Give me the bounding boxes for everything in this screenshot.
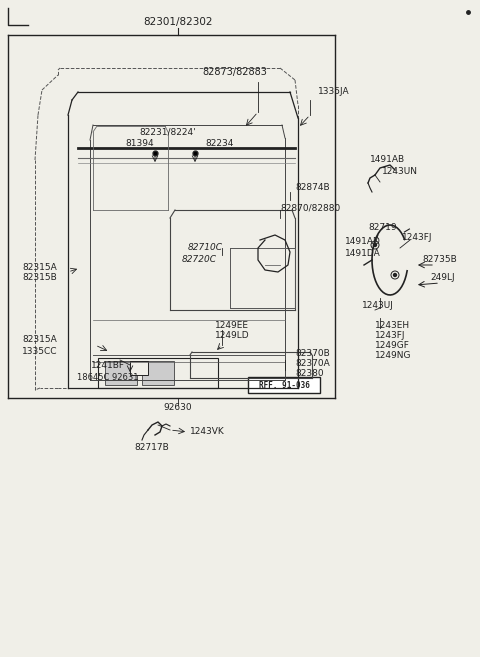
Text: 82735B: 82735B bbox=[422, 256, 457, 265]
Text: 82719: 82719 bbox=[368, 223, 396, 233]
Text: RFF. 91-036: RFF. 91-036 bbox=[259, 380, 310, 390]
Text: 1249LD: 1249LD bbox=[215, 332, 250, 340]
Text: 18645C 92631: 18645C 92631 bbox=[77, 373, 139, 382]
Text: 1241BF: 1241BF bbox=[91, 361, 125, 369]
Text: 1335JA: 1335JA bbox=[318, 87, 349, 97]
Text: 82873/82883: 82873/82883 bbox=[203, 67, 267, 77]
Text: 81394: 81394 bbox=[126, 139, 154, 148]
Text: 1243EH: 1243EH bbox=[375, 321, 410, 330]
Bar bbox=[130, 361, 148, 375]
Text: 1491AD: 1491AD bbox=[345, 237, 381, 246]
Text: 1249EE: 1249EE bbox=[215, 321, 249, 330]
Text: 1243UN: 1243UN bbox=[382, 168, 418, 177]
Text: 1491AB: 1491AB bbox=[370, 156, 405, 164]
Bar bbox=[105, 361, 137, 385]
Bar bbox=[248, 377, 320, 393]
Text: 82315A: 82315A bbox=[22, 336, 57, 344]
Text: 82717B: 82717B bbox=[134, 443, 169, 453]
Text: 1249NG: 1249NG bbox=[375, 350, 411, 359]
Text: 82301/82302: 82301/82302 bbox=[143, 17, 213, 27]
Bar bbox=[98, 358, 218, 388]
Text: 1243FJ: 1243FJ bbox=[402, 233, 432, 242]
Text: 1243FJ: 1243FJ bbox=[375, 330, 406, 340]
Text: 82380: 82380 bbox=[295, 369, 324, 378]
Text: 82370B: 82370B bbox=[295, 348, 330, 357]
Text: 82315A: 82315A bbox=[22, 263, 57, 273]
Text: 1243UJ: 1243UJ bbox=[362, 300, 394, 309]
Text: 92630: 92630 bbox=[164, 403, 192, 413]
Text: 82315B: 82315B bbox=[22, 273, 57, 283]
Text: 82710C: 82710C bbox=[188, 244, 223, 252]
Bar bbox=[142, 361, 174, 385]
Circle shape bbox=[394, 273, 396, 277]
Text: 82720C: 82720C bbox=[182, 256, 217, 265]
Text: 1249GF: 1249GF bbox=[375, 340, 410, 350]
Text: 249LJ: 249LJ bbox=[430, 273, 455, 283]
Text: 1491DA: 1491DA bbox=[345, 248, 381, 258]
Text: 82234: 82234 bbox=[205, 139, 233, 148]
Circle shape bbox=[373, 244, 376, 246]
Text: 1335CC: 1335CC bbox=[22, 348, 58, 357]
Text: 82370A: 82370A bbox=[295, 359, 330, 367]
Text: 82231/8224': 82231/8224' bbox=[140, 127, 196, 137]
Text: 82874B: 82874B bbox=[295, 183, 330, 193]
Text: 1243VK: 1243VK bbox=[190, 428, 225, 436]
Text: 82870/82880: 82870/82880 bbox=[280, 204, 340, 212]
